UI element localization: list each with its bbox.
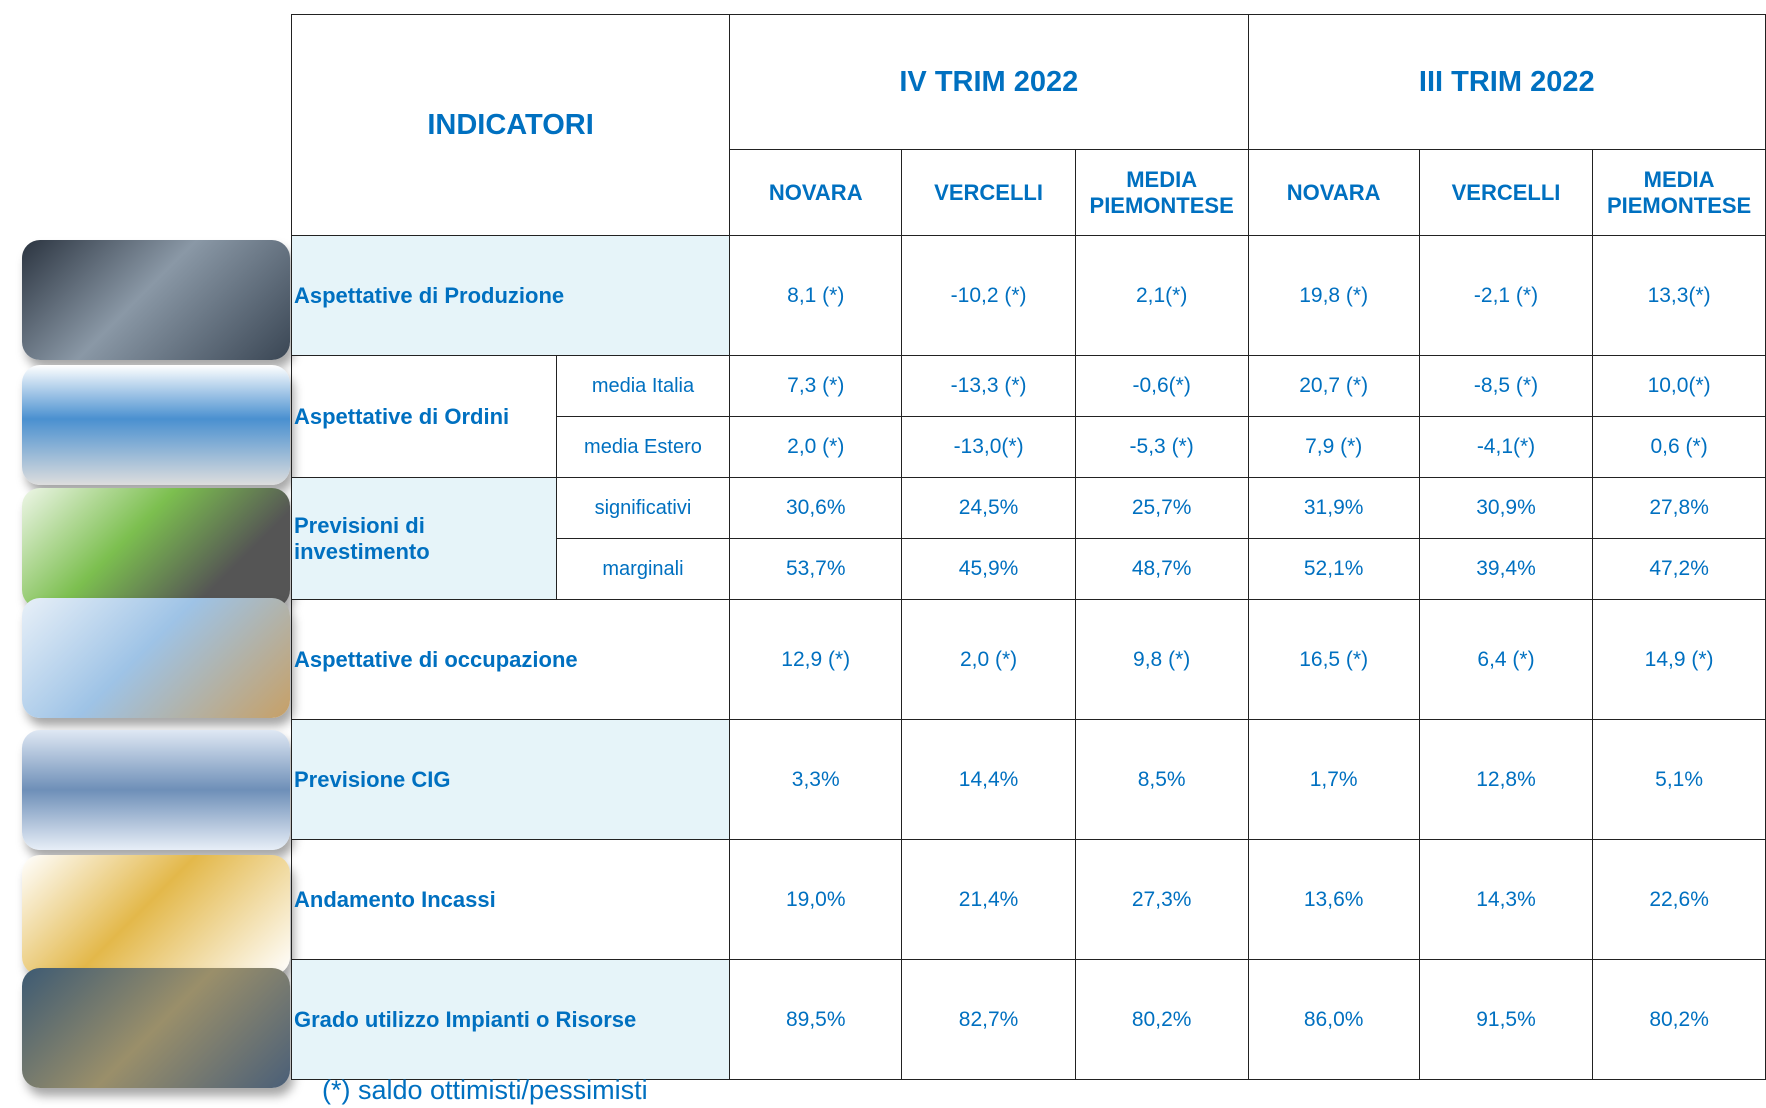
value-cell: 31,9% xyxy=(1248,478,1419,539)
value-cell: 19,8 (*) xyxy=(1248,236,1419,356)
value-cell: 1,7% xyxy=(1248,720,1419,840)
row-label: Aspettative di occupazione xyxy=(292,600,730,720)
footnote: (*) saldo ottimisti/pessimisti xyxy=(322,1075,648,1106)
value-cell: -2,1 (*) xyxy=(1419,236,1592,356)
column-header: VERCELLI xyxy=(902,150,1075,236)
value-cell: -10,2 (*) xyxy=(902,236,1075,356)
value-cell: 47,2% xyxy=(1593,539,1766,600)
value-cell: 12,9 (*) xyxy=(730,600,902,720)
value-cell: 8,5% xyxy=(1075,720,1248,840)
value-cell: 3,3% xyxy=(730,720,902,840)
value-cell: 30,9% xyxy=(1419,478,1592,539)
row-label: Previsione CIG xyxy=(292,720,730,840)
column-header: NOVARA xyxy=(730,150,902,236)
value-cell: 52,1% xyxy=(1248,539,1419,600)
value-cell: 16,5 (*) xyxy=(1248,600,1419,720)
value-cell: 2,0 (*) xyxy=(730,417,902,478)
row-label: Aspettative di Produzione xyxy=(292,236,730,356)
value-cell: 80,2% xyxy=(1593,960,1766,1080)
column-header: MEDIA PIEMONTESE xyxy=(1075,150,1248,236)
page: INDICATORIIV TRIM 2022III TRIM 2022NOVAR… xyxy=(0,0,1766,1108)
value-cell: 27,8% xyxy=(1593,478,1766,539)
value-cell: 20,7 (*) xyxy=(1248,356,1419,417)
column-header: VERCELLI xyxy=(1419,150,1592,236)
value-cell: -13,0(*) xyxy=(902,417,1075,478)
column-header: NOVARA xyxy=(1248,150,1419,236)
value-cell: 10,0(*) xyxy=(1593,356,1766,417)
value-cell: 13,6% xyxy=(1248,840,1419,960)
value-cell: 14,9 (*) xyxy=(1593,600,1766,720)
column-header: MEDIA PIEMONTESE xyxy=(1593,150,1766,236)
value-cell: 5,1% xyxy=(1593,720,1766,840)
value-cell: 80,2% xyxy=(1075,960,1248,1080)
period-header: III TRIM 2022 xyxy=(1248,15,1765,150)
value-cell: 91,5% xyxy=(1419,960,1592,1080)
row-label: Previsioni di investimento xyxy=(292,478,557,600)
value-cell: 14,3% xyxy=(1419,840,1592,960)
value-cell: 2,0 (*) xyxy=(902,600,1075,720)
value-cell: 6,4 (*) xyxy=(1419,600,1592,720)
row-label: Grado utilizzo Impianti o Risorse xyxy=(292,960,730,1080)
value-cell: -13,3 (*) xyxy=(902,356,1075,417)
value-cell: 13,3(*) xyxy=(1593,236,1766,356)
image-gears xyxy=(22,240,290,360)
value-cell: 7,9 (*) xyxy=(1248,417,1419,478)
value-cell: 48,7% xyxy=(1075,539,1248,600)
image-coins xyxy=(22,855,290,975)
row-sublabel: marginali xyxy=(556,539,729,600)
header-title: INDICATORI xyxy=(292,15,730,236)
row-sublabel: significativi xyxy=(556,478,729,539)
value-cell: 30,6% xyxy=(730,478,902,539)
value-cell: -0,6(*) xyxy=(1075,356,1248,417)
value-cell: 27,3% xyxy=(1075,840,1248,960)
value-cell: 89,5% xyxy=(730,960,902,1080)
value-cell: 21,4% xyxy=(902,840,1075,960)
value-cell: 86,0% xyxy=(1248,960,1419,1080)
image-people xyxy=(22,730,290,850)
value-cell: 25,7% xyxy=(1075,478,1248,539)
image-globe xyxy=(22,365,290,485)
value-cell: 7,3 (*) xyxy=(730,356,902,417)
row-sublabel: media Italia xyxy=(556,356,729,417)
value-cell: 82,7% xyxy=(902,960,1075,1080)
period-header: IV TRIM 2022 xyxy=(730,15,1248,150)
value-cell: 19,0% xyxy=(730,840,902,960)
value-cell: 8,1 (*) xyxy=(730,236,902,356)
value-cell: -5,3 (*) xyxy=(1075,417,1248,478)
value-cell: 14,4% xyxy=(902,720,1075,840)
value-cell: 24,5% xyxy=(902,478,1075,539)
value-cell: 9,8 (*) xyxy=(1075,600,1248,720)
value-cell: 39,4% xyxy=(1419,539,1592,600)
image-job xyxy=(22,598,290,718)
row-label: Andamento Incassi xyxy=(292,840,730,960)
value-cell: -8,5 (*) xyxy=(1419,356,1592,417)
value-cell: 53,7% xyxy=(730,539,902,600)
value-cell: 45,9% xyxy=(902,539,1075,600)
value-cell: 22,6% xyxy=(1593,840,1766,960)
row-sublabel: media Estero xyxy=(556,417,729,478)
image-calculator xyxy=(22,488,290,608)
value-cell: 12,8% xyxy=(1419,720,1592,840)
value-cell: 2,1(*) xyxy=(1075,236,1248,356)
value-cell: -4,1(*) xyxy=(1419,417,1592,478)
value-cell: 0,6 (*) xyxy=(1593,417,1766,478)
image-factory xyxy=(22,968,290,1088)
row-label: Aspettative di Ordini xyxy=(292,356,557,478)
